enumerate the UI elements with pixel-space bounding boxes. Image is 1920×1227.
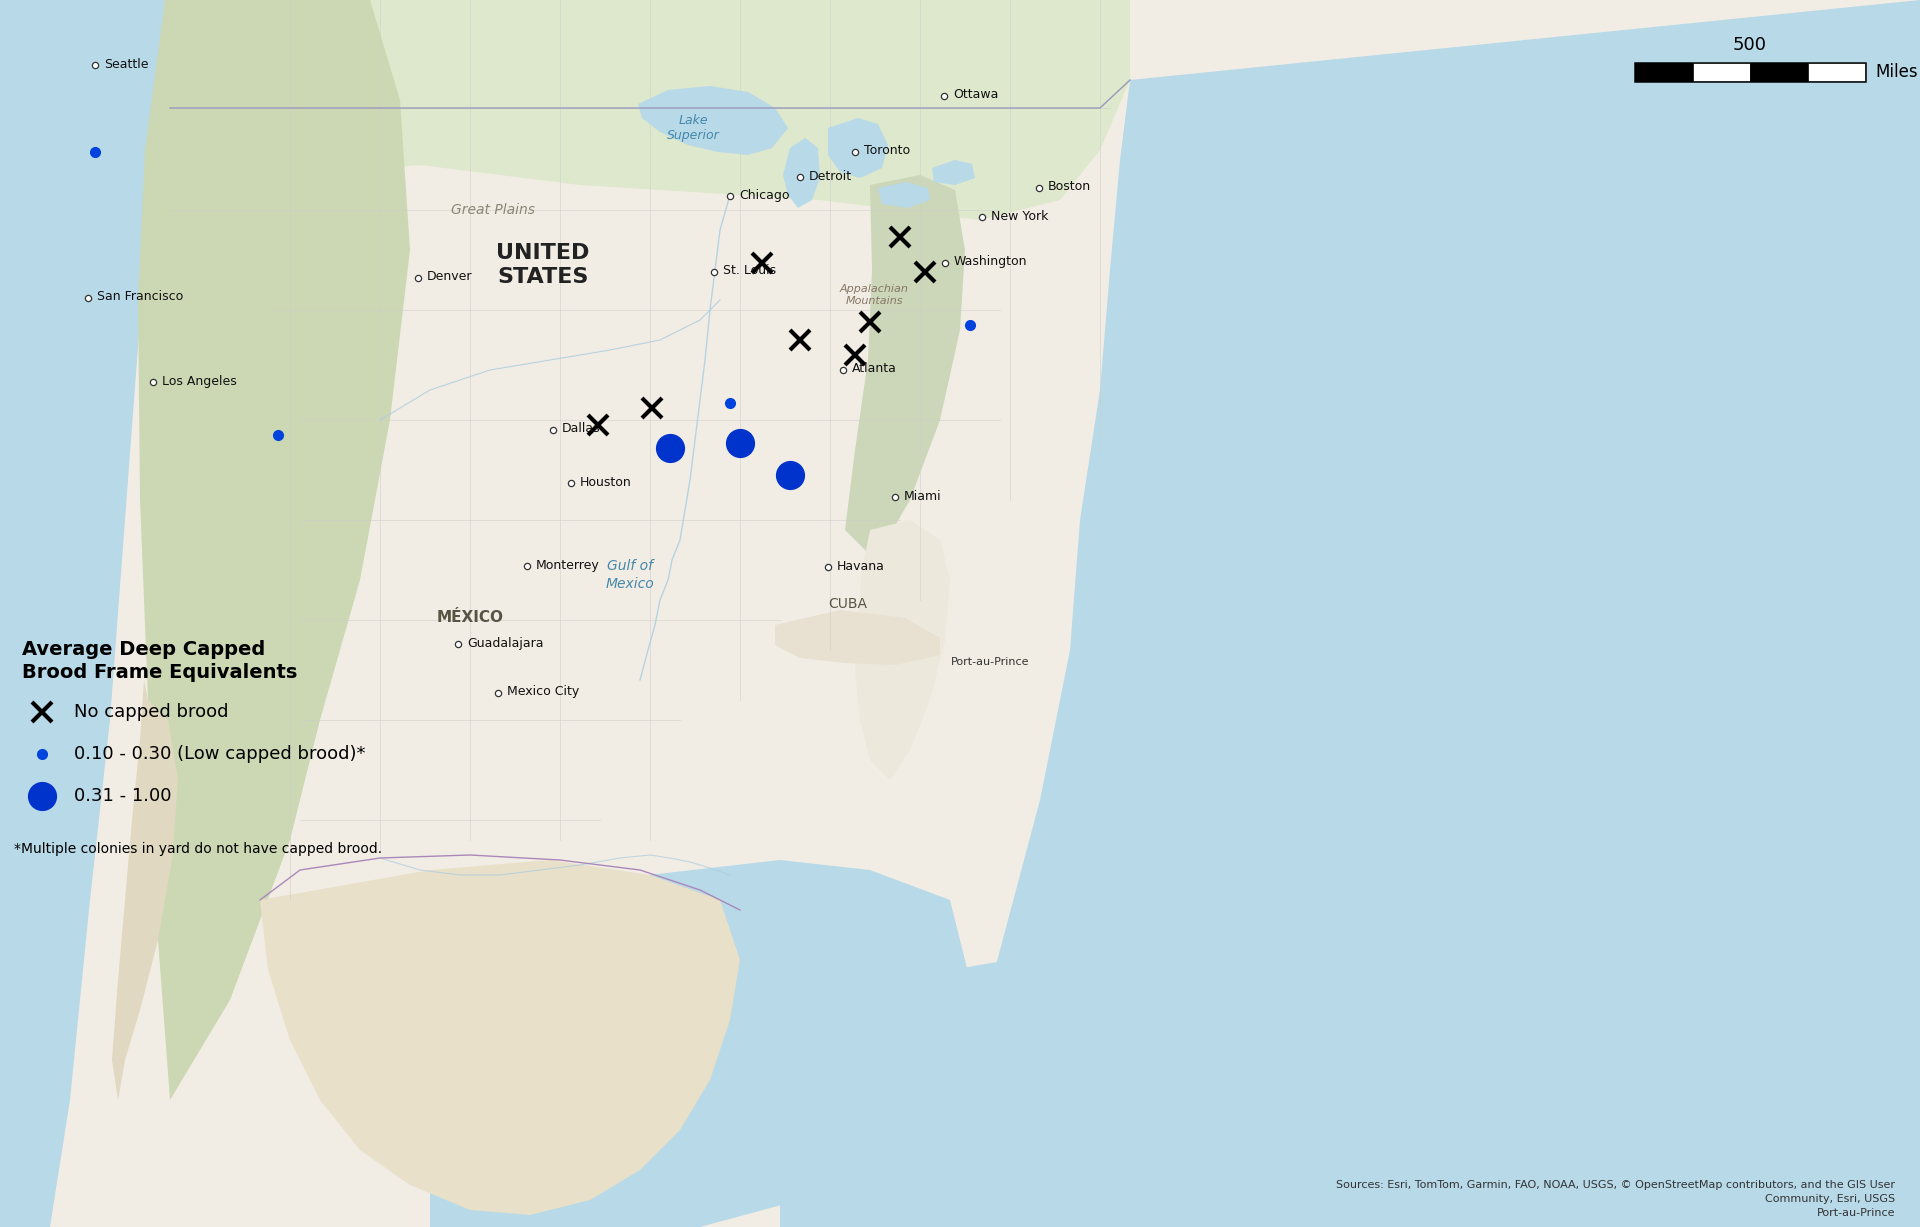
Text: Atlanta: Atlanta (852, 362, 897, 375)
Text: Port-au-Prince: Port-au-Prince (950, 656, 1029, 667)
Text: Washington: Washington (954, 255, 1027, 269)
Polygon shape (931, 160, 975, 185)
Polygon shape (776, 610, 941, 665)
Text: Boston: Boston (1048, 180, 1091, 194)
Polygon shape (828, 118, 887, 178)
Text: Houston: Houston (580, 476, 632, 488)
Text: Gulf of
Mexico: Gulf of Mexico (605, 560, 655, 590)
Text: Seattle: Seattle (104, 58, 148, 70)
Text: Denver: Denver (426, 270, 472, 283)
Text: San Francisco: San Francisco (98, 291, 182, 303)
Text: No capped brood: No capped brood (75, 703, 228, 721)
Text: Detroit: Detroit (808, 169, 852, 183)
Polygon shape (111, 680, 179, 1099)
Bar (1693, 63, 1749, 81)
Text: Ottawa: Ottawa (952, 88, 998, 102)
Text: CUBA: CUBA (829, 598, 868, 611)
Bar (1636, 63, 1693, 81)
Text: Sources: Esri, TomTom, Garmin, FAO, NOAA, USGS, © OpenStreetMap contributors, an: Sources: Esri, TomTom, Garmin, FAO, NOAA… (1336, 1180, 1895, 1218)
Text: Great Plains: Great Plains (451, 202, 536, 217)
Polygon shape (138, 0, 411, 1099)
Bar (1749, 63, 1807, 81)
Text: Toronto: Toronto (864, 145, 910, 157)
Polygon shape (637, 86, 787, 155)
Polygon shape (430, 860, 970, 1227)
Text: Guadalajara: Guadalajara (467, 637, 543, 649)
Bar (1807, 63, 1864, 81)
Text: *Multiple colonies in yard do not have capped brood.: *Multiple colonies in yard do not have c… (13, 842, 382, 856)
Text: Appalachian
Mountains: Appalachian Mountains (839, 283, 908, 307)
Text: Average Deep Capped
Brood Frame Equivalents: Average Deep Capped Brood Frame Equivale… (21, 640, 298, 682)
Text: MÉXICO: MÉXICO (436, 611, 503, 626)
Text: Chicago: Chicago (739, 189, 789, 201)
Polygon shape (950, 0, 1920, 1227)
Polygon shape (854, 520, 950, 780)
Text: Dallas: Dallas (563, 422, 601, 436)
Text: 0.10 - 0.30 (Low capped brood)*: 0.10 - 0.30 (Low capped brood)* (75, 745, 365, 763)
Bar (1636, 63, 1864, 81)
Polygon shape (877, 182, 929, 209)
Polygon shape (259, 860, 739, 1215)
Text: 500: 500 (1734, 36, 1766, 54)
Text: New York: New York (991, 210, 1048, 222)
Polygon shape (165, 0, 1131, 280)
Text: 0.31 - 1.00: 0.31 - 1.00 (75, 787, 171, 805)
Text: Havana: Havana (837, 560, 885, 573)
Bar (13, 632, 394, 867)
Text: UNITED
STATES: UNITED STATES (495, 243, 589, 287)
Polygon shape (780, 800, 1920, 1227)
Text: Monterrey: Monterrey (536, 558, 599, 572)
Text: Miles: Miles (1876, 63, 1918, 81)
Text: Miami: Miami (904, 490, 941, 503)
Polygon shape (0, 0, 165, 1227)
Polygon shape (783, 137, 820, 209)
Text: Mexico City: Mexico City (507, 686, 580, 698)
Polygon shape (845, 175, 966, 560)
Text: Los Angeles: Los Angeles (161, 374, 236, 388)
Text: St. Louis: St. Louis (724, 265, 776, 277)
Text: Lake
Superior: Lake Superior (666, 114, 720, 142)
